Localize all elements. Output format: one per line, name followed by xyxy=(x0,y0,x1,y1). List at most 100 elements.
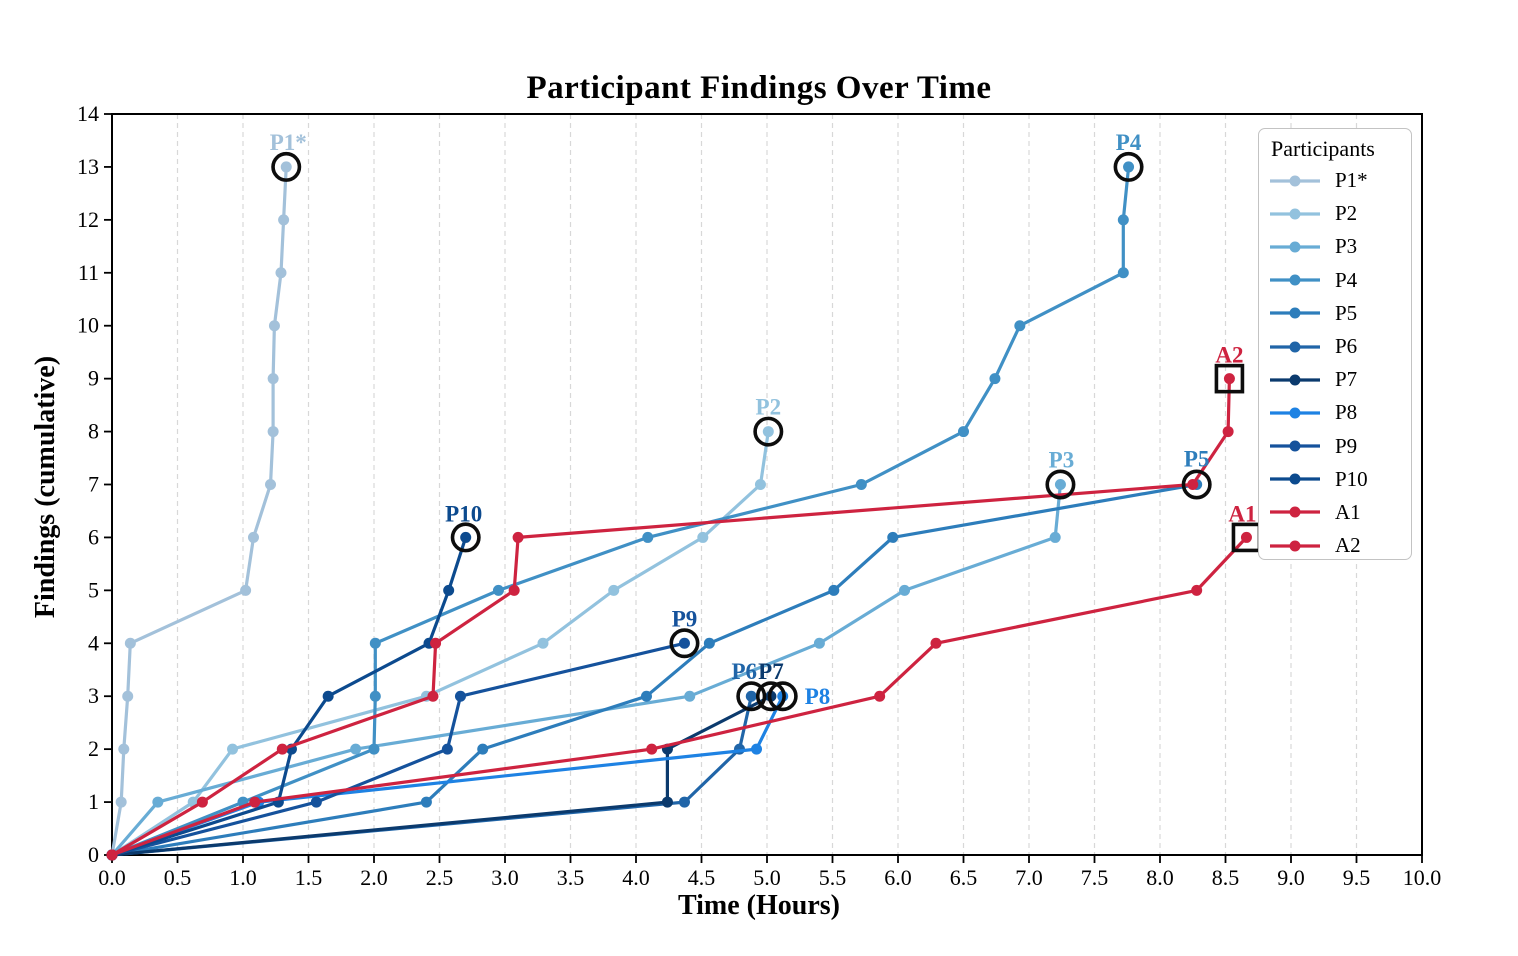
legend-item-label: A2 xyxy=(1335,533,1361,558)
series-line xyxy=(110,535,1249,857)
x-tick-label: 3.5 xyxy=(557,865,585,890)
series-line xyxy=(110,165,1131,857)
endpoint-circle-marker xyxy=(736,681,767,712)
y-axis-label: Findings (cumulative) xyxy=(30,355,61,619)
endpoint-label: P10 xyxy=(445,501,482,526)
x-tick-label: 4.5 xyxy=(688,865,716,890)
y-tick-label: 6 xyxy=(88,524,99,549)
data-point xyxy=(508,584,520,596)
data-point xyxy=(751,743,763,755)
legend-line-sample xyxy=(1270,274,1320,286)
endpoint-label: P9 xyxy=(672,606,698,631)
y-tick-label: 13 xyxy=(77,154,99,179)
x-tick-label: 8.0 xyxy=(1146,865,1174,890)
data-point xyxy=(267,426,279,438)
legend-item-P8: P8 xyxy=(1268,396,1411,429)
endpoint-A1: A1 xyxy=(1228,501,1262,553)
legend-item-A1: A1 xyxy=(1268,496,1411,529)
data-point xyxy=(106,849,118,861)
legend-item-P4: P4 xyxy=(1268,264,1411,297)
legend-item-P3: P3 xyxy=(1268,230,1411,263)
legend-item-label: A1 xyxy=(1335,499,1361,524)
data-point xyxy=(420,796,432,808)
endpoint-A2: A2 xyxy=(1214,343,1245,394)
data-point xyxy=(754,479,766,490)
data-point xyxy=(454,690,466,702)
data-point xyxy=(813,637,825,649)
data-point xyxy=(477,743,489,755)
data-point xyxy=(1240,531,1252,543)
endpoint-label: P3 xyxy=(1049,448,1075,473)
legend-line-sample xyxy=(1270,307,1320,319)
endpoint-label: P5 xyxy=(1184,447,1210,472)
data-point xyxy=(899,584,911,596)
x-tick-label: 5.5 xyxy=(819,865,847,890)
data-point xyxy=(441,743,453,755)
data-point xyxy=(240,584,252,596)
x-tick-label: 6.0 xyxy=(884,865,912,890)
data-point xyxy=(368,743,380,755)
endpoint-circle-marker xyxy=(753,416,784,447)
x-tick-label: 0.0 xyxy=(98,865,126,890)
legend-line-sample xyxy=(1270,540,1320,552)
endpoint-label: P8 xyxy=(805,684,831,709)
x-tick-label: 1.5 xyxy=(295,865,323,890)
data-point xyxy=(268,320,280,332)
y-tick-label: 3 xyxy=(88,683,99,708)
x-tick-label: 3.0 xyxy=(491,865,519,890)
legend-line-sample xyxy=(1270,175,1320,187)
x-tick-label: 7.5 xyxy=(1081,865,1109,890)
legend-item-label: P3 xyxy=(1335,234,1358,259)
endpoint-circle-marker xyxy=(669,628,700,659)
endpoint-circle-marker xyxy=(1045,469,1076,500)
endpoint-P9: P9 xyxy=(669,606,700,659)
data-point xyxy=(887,531,899,543)
data-point xyxy=(460,531,472,543)
series-line xyxy=(110,165,288,857)
data-point xyxy=(492,584,504,596)
data-point xyxy=(745,690,757,702)
data-point xyxy=(322,690,334,702)
endpoint-P3: P3 xyxy=(1045,448,1076,500)
legend-items: P1* P2 P3 P4 P5 P6 P7 P8 P9 P10 A1 A2 xyxy=(1268,164,1411,562)
data-point xyxy=(678,796,690,808)
data-point xyxy=(640,690,652,702)
data-point xyxy=(265,479,277,490)
endpoint-P4: P4 xyxy=(1113,130,1144,182)
legend-item-label: P6 xyxy=(1335,334,1358,359)
y-tick-label: 7 xyxy=(88,472,99,497)
data-point xyxy=(196,796,208,808)
legend-item-P9: P9 xyxy=(1268,430,1411,463)
series-line xyxy=(110,535,468,857)
y-tick-label: 11 xyxy=(78,260,99,285)
data-point xyxy=(275,267,287,279)
data-point xyxy=(310,796,322,808)
data-point xyxy=(1014,320,1026,332)
endpoint-circle-marker xyxy=(755,681,786,712)
data-point xyxy=(537,637,549,649)
data-point xyxy=(1123,161,1135,173)
data-point xyxy=(661,796,673,808)
legend-item-P2: P2 xyxy=(1268,197,1411,230)
endpoint-label: A1 xyxy=(1228,501,1256,526)
legend-item-A2: A2 xyxy=(1268,529,1411,562)
endpoint-circle-marker xyxy=(1113,151,1144,182)
data-point xyxy=(1191,584,1203,596)
legend-item-label: P8 xyxy=(1335,400,1358,425)
y-tick-label: 4 xyxy=(88,630,99,655)
x-tick-label: 2.0 xyxy=(360,865,388,890)
series-line xyxy=(110,482,1063,857)
x-tick-label: 1.0 xyxy=(229,865,257,890)
y-tick-label: 0 xyxy=(88,842,99,867)
data-point xyxy=(958,426,969,438)
legend-line-sample xyxy=(1270,208,1320,220)
endpoint-label: P6 xyxy=(731,659,757,684)
legend-line-sample xyxy=(1270,374,1320,386)
legend-line-sample xyxy=(1270,241,1320,253)
data-point xyxy=(642,531,654,543)
endpoint-P10: P10 xyxy=(445,501,482,553)
data-point xyxy=(267,373,279,385)
legend-item-label: P4 xyxy=(1335,267,1358,292)
data-point xyxy=(1222,426,1234,438)
data-point xyxy=(684,690,696,702)
